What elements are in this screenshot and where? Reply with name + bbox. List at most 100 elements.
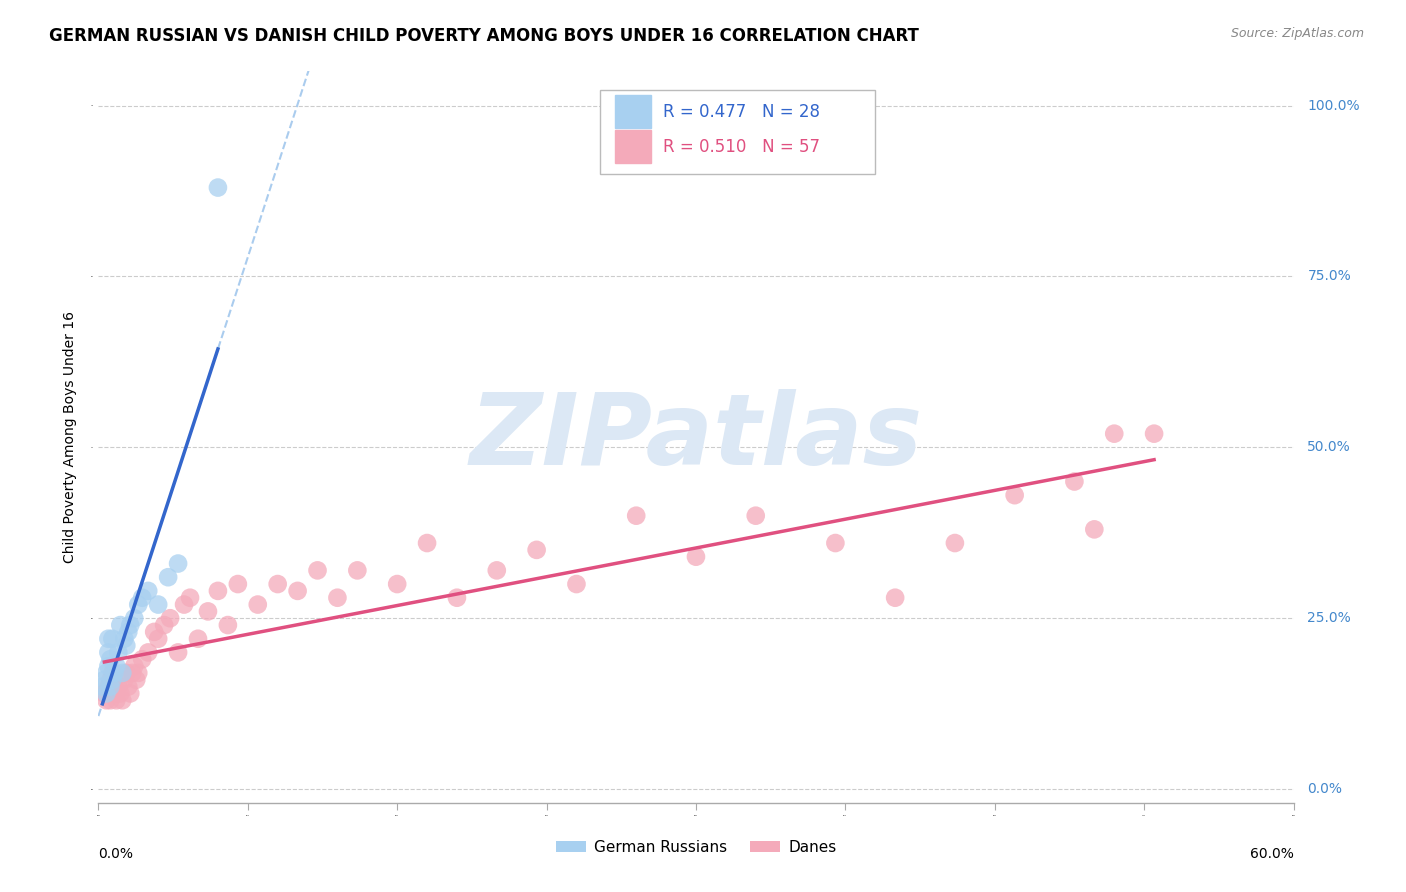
Text: R = 0.510   N = 57: R = 0.510 N = 57	[662, 137, 820, 156]
Point	[115, 665, 138, 680]
Point	[485, 563, 508, 577]
Point	[107, 680, 129, 694]
Point	[187, 632, 209, 646]
Point	[124, 611, 146, 625]
Point	[565, 577, 588, 591]
Point	[884, 591, 907, 605]
Point	[93, 673, 115, 687]
Point	[157, 570, 180, 584]
Point	[745, 508, 768, 523]
Legend: German Russians, Danes: German Russians, Danes	[550, 834, 842, 861]
Point	[97, 680, 120, 694]
Point	[173, 598, 195, 612]
Point	[120, 686, 142, 700]
Point	[246, 598, 269, 612]
Point	[101, 673, 124, 687]
Point	[685, 549, 707, 564]
Point	[1143, 426, 1166, 441]
Text: 50.0%: 50.0%	[1308, 441, 1351, 454]
Point	[131, 591, 153, 605]
Point	[98, 680, 122, 694]
Point	[124, 659, 146, 673]
Point	[136, 645, 159, 659]
Point	[207, 583, 229, 598]
Text: GERMAN RUSSIAN VS DANISH CHILD POVERTY AMONG BOYS UNDER 16 CORRELATION CHART: GERMAN RUSSIAN VS DANISH CHILD POVERTY A…	[49, 27, 920, 45]
Point	[111, 665, 134, 680]
Point	[98, 652, 122, 666]
Point	[117, 624, 139, 639]
Point	[217, 618, 239, 632]
Point	[103, 686, 125, 700]
Point	[112, 632, 135, 646]
Point	[207, 180, 229, 194]
Point	[148, 598, 170, 612]
Point	[98, 673, 122, 687]
Point	[385, 577, 409, 591]
Point	[103, 665, 125, 680]
Point	[307, 563, 329, 577]
Point	[153, 618, 176, 632]
Point	[131, 652, 153, 666]
Point	[111, 693, 134, 707]
Point	[121, 665, 143, 680]
Point	[110, 618, 132, 632]
Point	[226, 577, 249, 591]
Point	[105, 659, 128, 673]
Point	[416, 536, 439, 550]
Point	[626, 508, 648, 523]
Point	[1004, 488, 1026, 502]
Point	[107, 645, 129, 659]
Point	[96, 665, 118, 680]
Point	[115, 639, 138, 653]
Point	[98, 693, 122, 707]
Point	[1083, 522, 1105, 536]
Bar	[614, 130, 651, 163]
Point	[117, 680, 139, 694]
FancyBboxPatch shape	[600, 90, 876, 174]
Y-axis label: Child Poverty Among Boys Under 16: Child Poverty Among Boys Under 16	[62, 311, 76, 563]
Text: 25.0%: 25.0%	[1308, 611, 1351, 625]
Point	[103, 673, 125, 687]
Point	[105, 693, 128, 707]
Point	[112, 673, 135, 687]
Point	[267, 577, 290, 591]
Text: 100.0%: 100.0%	[1308, 98, 1360, 112]
Point	[943, 536, 966, 550]
Point	[97, 645, 120, 659]
Point	[148, 632, 170, 646]
Point	[287, 583, 309, 598]
Text: 0.0%: 0.0%	[98, 847, 134, 861]
Point	[167, 645, 190, 659]
Point	[125, 673, 148, 687]
Point	[101, 632, 124, 646]
Point	[96, 686, 118, 700]
Text: R = 0.477   N = 28: R = 0.477 N = 28	[662, 103, 820, 120]
Point	[93, 686, 115, 700]
Point	[101, 665, 124, 680]
Point	[1104, 426, 1126, 441]
Point	[127, 665, 149, 680]
Point	[159, 611, 181, 625]
Point	[346, 563, 368, 577]
Text: 60.0%: 60.0%	[1250, 847, 1294, 861]
Point	[1063, 475, 1085, 489]
Point	[136, 583, 159, 598]
Point	[97, 632, 120, 646]
Point	[91, 680, 114, 694]
Text: 75.0%: 75.0%	[1308, 269, 1351, 284]
Text: ZIPatlas: ZIPatlas	[470, 389, 922, 485]
Point	[120, 618, 142, 632]
Point	[326, 591, 349, 605]
Point	[179, 591, 201, 605]
Point	[526, 542, 548, 557]
Point	[167, 557, 190, 571]
Bar	[614, 95, 651, 128]
Point	[824, 536, 846, 550]
Point	[127, 598, 149, 612]
Text: Source: ZipAtlas.com: Source: ZipAtlas.com	[1230, 27, 1364, 40]
Point	[97, 659, 120, 673]
Point	[446, 591, 468, 605]
Point	[197, 604, 219, 618]
Point	[110, 686, 132, 700]
Point	[143, 624, 166, 639]
